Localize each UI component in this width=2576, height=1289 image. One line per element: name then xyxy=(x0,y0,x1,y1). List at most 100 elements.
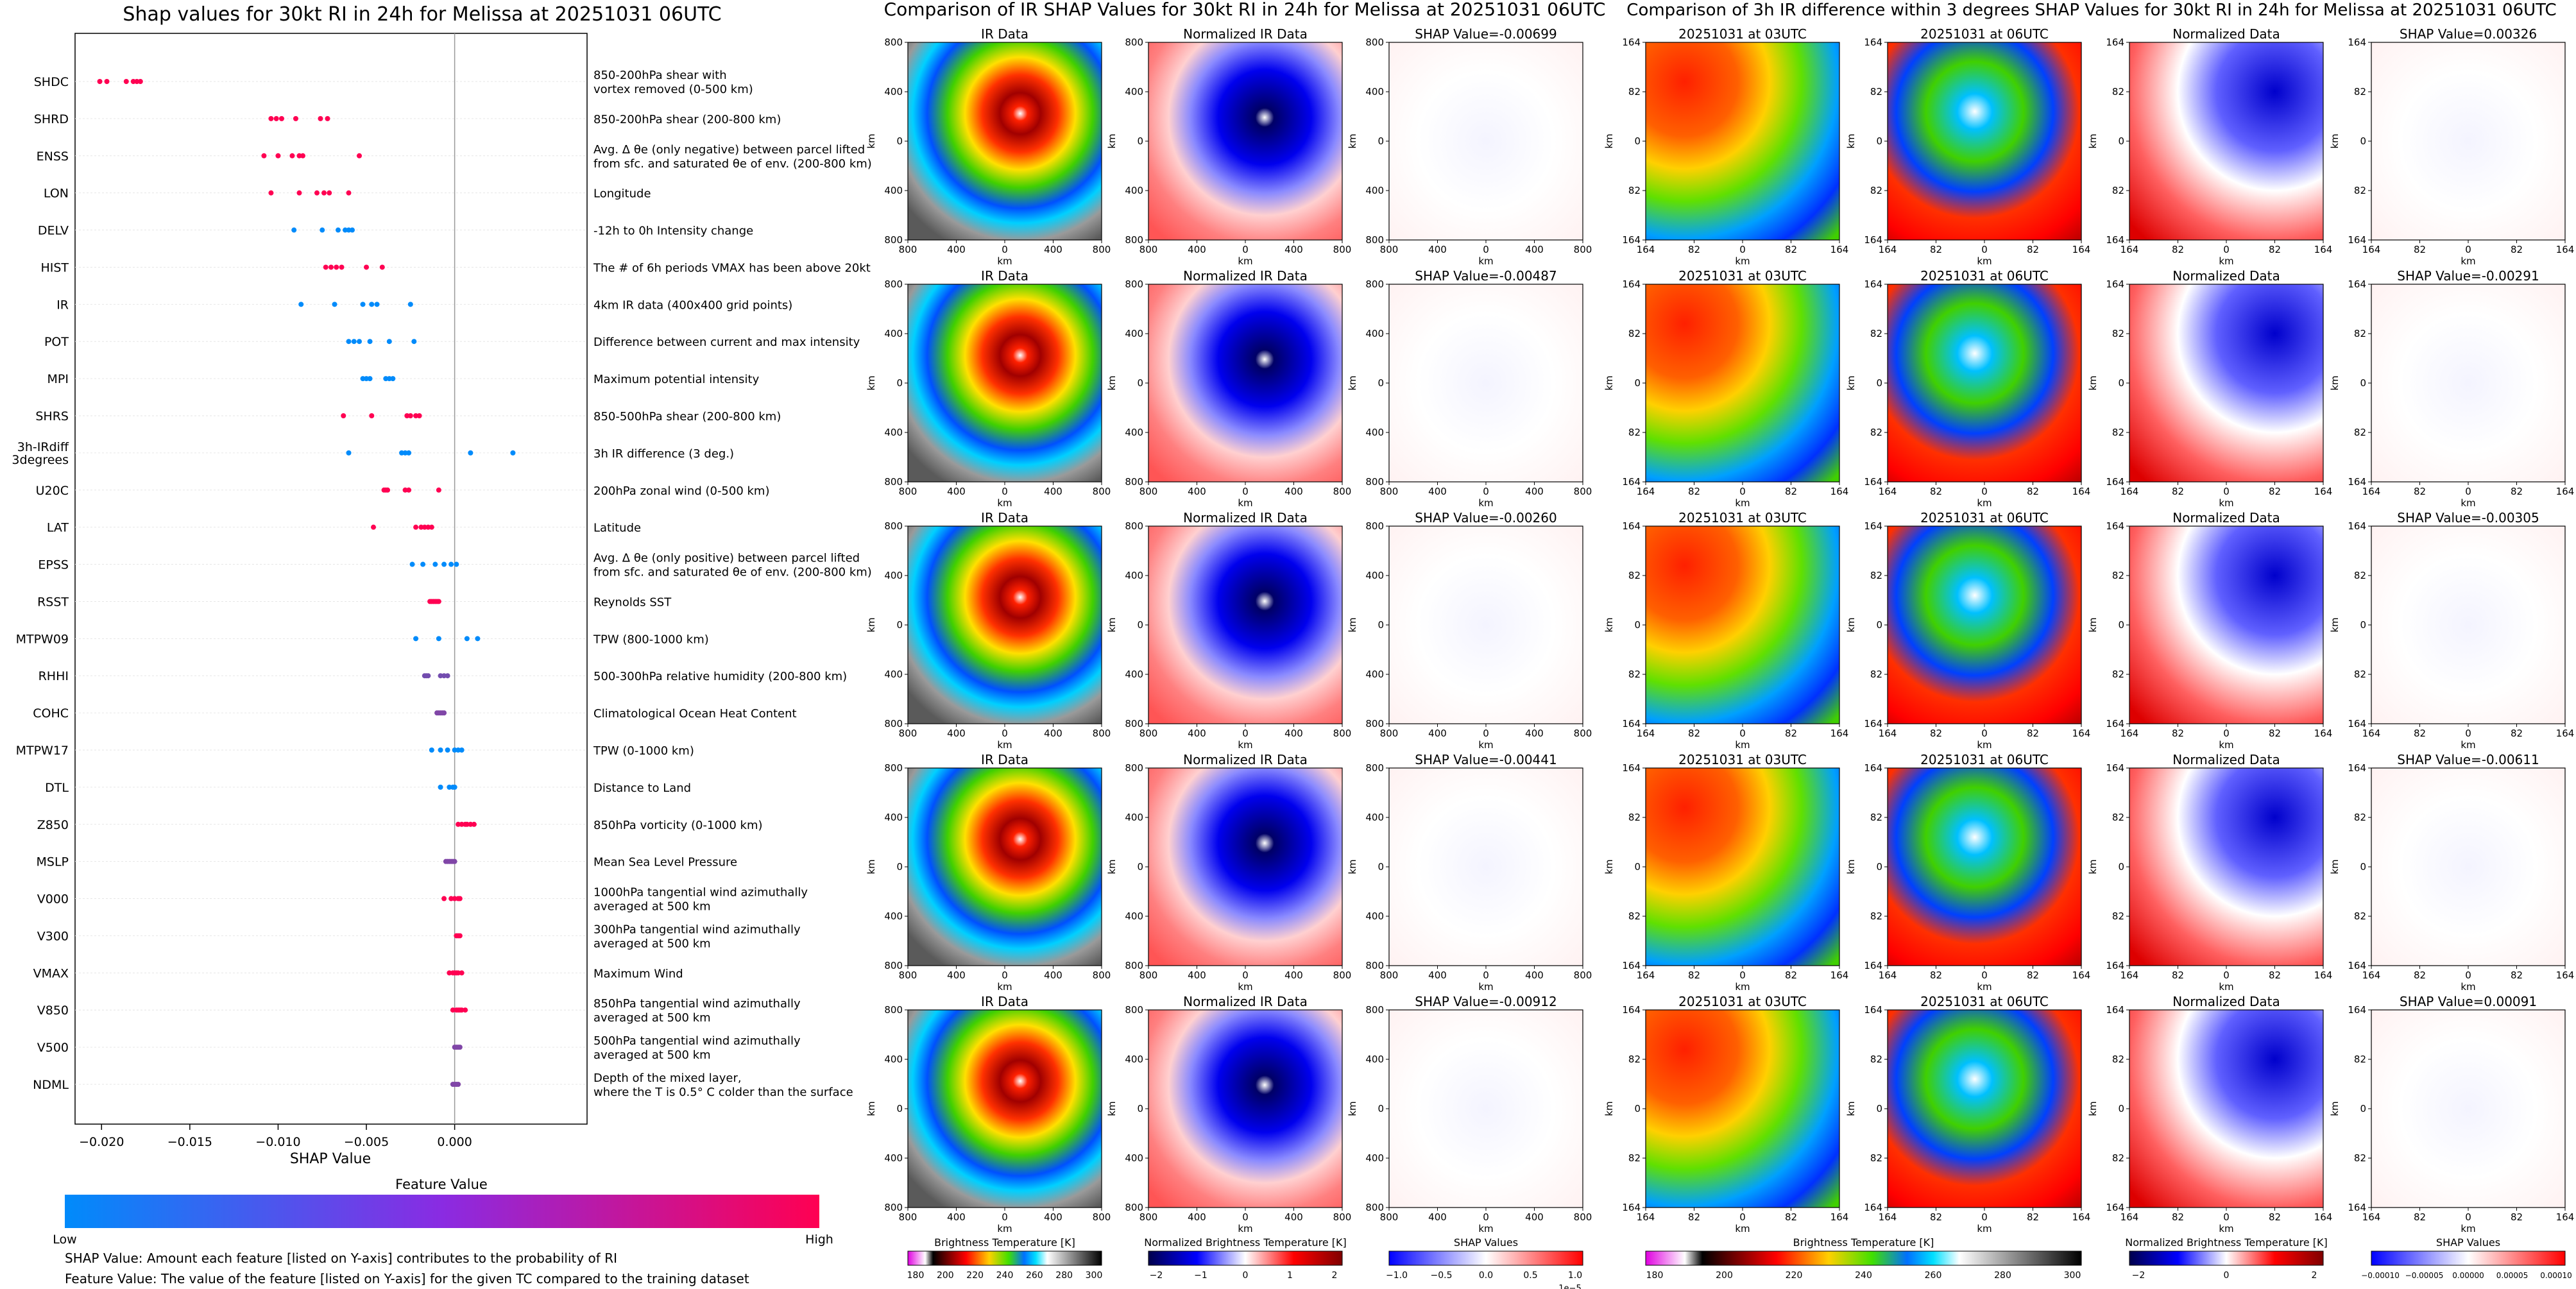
shap-point xyxy=(418,524,424,530)
x-tick-label: 800 xyxy=(1093,1211,1111,1223)
x-tick-label: 800 xyxy=(899,244,917,255)
feature-row: Z850 850hPa vorticity (0-1000 km) xyxy=(37,818,763,832)
shap-point xyxy=(459,747,465,753)
y-tick-label: 82 xyxy=(1628,1054,1641,1065)
shap-point xyxy=(436,487,441,493)
panel-image xyxy=(2371,1010,2565,1208)
y-axis-label: km xyxy=(866,859,877,874)
panel-image xyxy=(1389,284,1583,482)
x-tick-label: 800 xyxy=(1380,486,1399,497)
colorbar-tick-label: 0 xyxy=(2224,1270,2230,1281)
x-axis-label: km xyxy=(1238,1223,1252,1234)
y-tick-label: 400 xyxy=(1365,86,1384,98)
feature-description: 200hPa zonal wind (0-500 km) xyxy=(593,484,770,498)
y-tick-label: 0 xyxy=(1137,861,1143,873)
feature-description: where the T is 0.5° C colder than the su… xyxy=(593,1086,853,1099)
y-tick-label: 164 xyxy=(1622,718,1641,730)
map-panel: SHAP Value=0.003261641648282008282164164… xyxy=(2329,26,2574,267)
y-tick-label: 800 xyxy=(1365,37,1384,48)
y-tick-label: 800 xyxy=(1365,960,1384,971)
colorbar-low-label: Low xyxy=(53,1233,76,1247)
shap-point xyxy=(413,413,419,418)
x-tick-label: 82 xyxy=(1930,244,1942,255)
x-tick-label: 164 xyxy=(2314,728,2333,739)
x-tick-label: 0 xyxy=(1242,486,1249,497)
feature-row: V000 1000hPa tangential wind azimuthallya… xyxy=(37,886,808,914)
feature-row: DTL Distance to Land xyxy=(45,781,691,795)
y-tick-label: 164 xyxy=(2106,960,2124,971)
panel-image xyxy=(1389,42,1583,240)
y-tick-label: 400 xyxy=(1125,1054,1143,1065)
x-tick-label: 82 xyxy=(2414,969,2426,981)
y-tick-label: 400 xyxy=(1125,185,1143,196)
feature-name-label: V850 xyxy=(37,1003,69,1018)
colorbar-tick-label: −1.0 xyxy=(1386,1270,1408,1281)
feature-row: SHRD 850-200hPa shear (200-800 km) xyxy=(34,112,781,126)
shap-point xyxy=(402,487,408,493)
y-tick-label: 82 xyxy=(2354,570,2366,581)
panel-image xyxy=(1389,526,1583,724)
shap-point xyxy=(452,896,457,901)
panel-title: 20251031 at 03UTC xyxy=(1678,268,1807,284)
panel-title: 20251031 at 03UTC xyxy=(1678,752,1807,767)
x-tick-label: 400 xyxy=(1525,728,1544,739)
shap-point xyxy=(441,896,447,901)
colorbar-label: Normalized Brightness Temperature [K] xyxy=(1144,1236,1347,1249)
y-tick-label: 0 xyxy=(1634,861,1641,873)
x-tick-label: 0 xyxy=(2465,486,2471,497)
x-tick-label: 400 xyxy=(1284,244,1303,255)
panel-title: 20251031 at 03UTC xyxy=(1678,26,1807,42)
y-tick-label: 800 xyxy=(1365,1004,1384,1016)
panel-title: Normalized Data xyxy=(2172,26,2280,42)
y-axis-label: km xyxy=(1845,133,1857,148)
x-tick-label: 164 xyxy=(2556,728,2575,739)
shap-point xyxy=(459,821,465,827)
diff-comparison-panel: Comparison of 3h IR difference within 3 … xyxy=(1603,1,2574,1281)
x-tick-label: 0.000 xyxy=(437,1135,472,1149)
y-tick-label: 0 xyxy=(1634,1103,1641,1114)
colorbar-tick-label: 300 xyxy=(1086,1270,1103,1281)
x-tick-label: 82 xyxy=(1785,1211,1797,1223)
panel-image xyxy=(1148,42,1342,240)
y-tick-label: 0 xyxy=(1137,377,1143,389)
x-tick-label: 82 xyxy=(2027,969,2039,981)
feature-description: 3h IR difference (3 deg.) xyxy=(593,447,734,461)
y-axis-label: km xyxy=(866,1101,877,1116)
feature-description: from sfc. and saturated θe of env. (200-… xyxy=(593,566,872,579)
y-tick-label: 400 xyxy=(884,328,903,339)
shap-point xyxy=(357,153,363,158)
y-tick-label: 82 xyxy=(2354,910,2366,922)
y-tick-label: 400 xyxy=(1365,427,1384,438)
shap-point xyxy=(291,227,297,233)
feature-row: ENSS Avg. Δ θe (only negative) between pa… xyxy=(37,143,872,171)
y-tick-label: 0 xyxy=(2118,135,2124,147)
y-tick-label: 164 xyxy=(1864,234,1882,246)
x-tick-label: 800 xyxy=(1574,486,1592,497)
colorbar-label: Brightness Temperature [K] xyxy=(934,1236,1075,1249)
map-panel: Normalized IR Data8008004004000040040080… xyxy=(1106,752,1351,993)
y-axis-label: km xyxy=(1347,375,1358,390)
y-tick-label: 164 xyxy=(2348,234,2366,246)
x-tick-label: 400 xyxy=(1428,486,1447,497)
y-tick-label: 164 xyxy=(1864,476,1882,488)
y-tick-label: 0 xyxy=(896,135,903,147)
shap-point xyxy=(320,227,325,233)
x-tick-label: 800 xyxy=(1333,728,1352,739)
y-tick-label: 82 xyxy=(1870,570,1882,581)
y-tick-label: 164 xyxy=(1622,234,1641,246)
y-axis-label: km xyxy=(2329,1101,2341,1116)
y-tick-label: 164 xyxy=(2106,476,2124,488)
y-tick-label: 164 xyxy=(1622,1004,1641,1016)
map-panel: Normalized Data1641648282008282164164kmk… xyxy=(2087,752,2332,993)
y-tick-label: 400 xyxy=(884,185,903,196)
colorbar-tick-label: −0.5 xyxy=(1431,1270,1453,1281)
feature-name-label: COHC xyxy=(33,706,69,721)
x-axis-label: km xyxy=(997,497,1012,509)
shap-point xyxy=(341,413,346,418)
y-tick-label: 164 xyxy=(2106,1004,2124,1016)
y-axis-label: km xyxy=(2329,859,2341,874)
feature-name-label: U20C xyxy=(36,484,69,498)
x-axis-label: km xyxy=(2219,981,2233,993)
y-axis-label: km xyxy=(1845,617,1857,632)
x-axis-label: km xyxy=(1977,255,1992,267)
